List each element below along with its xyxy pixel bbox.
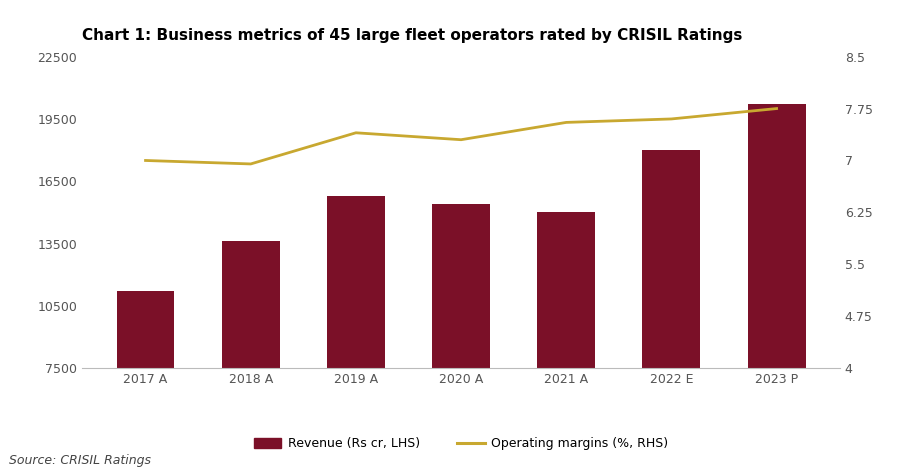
Bar bbox=[432, 204, 490, 472]
Bar bbox=[643, 150, 700, 472]
Bar bbox=[117, 291, 174, 472]
Bar bbox=[327, 196, 384, 472]
Bar bbox=[538, 212, 595, 472]
Legend: Revenue (Rs cr, LHS), Operating margins (%, RHS): Revenue (Rs cr, LHS), Operating margins … bbox=[249, 432, 673, 455]
Text: Source: CRISIL Ratings: Source: CRISIL Ratings bbox=[9, 454, 152, 467]
Text: Chart 1: Business metrics of 45 large fleet operators rated by CRISIL Ratings: Chart 1: Business metrics of 45 large fl… bbox=[82, 28, 742, 43]
Bar bbox=[222, 242, 279, 472]
Bar bbox=[748, 104, 805, 472]
